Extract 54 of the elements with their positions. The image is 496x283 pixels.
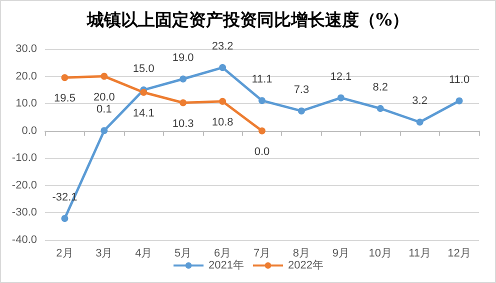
point [180, 76, 187, 83]
point [180, 99, 187, 106]
data-label: 19.0 [172, 52, 194, 64]
y-tick-label: -20.0 [12, 179, 37, 192]
data-label: 0.0 [254, 146, 270, 158]
legend-label: 2022年 [288, 260, 324, 272]
point [456, 97, 463, 104]
y-tick-label: 20.0 [16, 70, 37, 82]
x-tick-label: 11月 [408, 248, 432, 260]
data-label: 10.3 [172, 118, 194, 130]
y-tick-label: 30.0 [16, 43, 37, 55]
legend-label: 2021年 [208, 260, 244, 272]
point [100, 127, 108, 134]
x-tick-label: 8月 [292, 248, 310, 260]
x-tick-label: 10月 [368, 248, 392, 260]
x-tick-label: 9月 [332, 248, 350, 260]
x-tick-label: 4月 [135, 248, 152, 260]
point [140, 88, 148, 96]
x-tick-label: 3月 [96, 248, 113, 260]
x-tick-label: 12月 [448, 248, 471, 260]
y-tick-label: -10.0 [12, 152, 37, 164]
data-label: 12.1 [330, 70, 352, 83]
point [258, 127, 266, 134]
y-tick-label: 10.0 [16, 98, 37, 110]
point [61, 74, 68, 82]
data-label: 20.0 [93, 91, 115, 104]
y-tick-label: -40.0 [12, 234, 37, 246]
data-label: 14.1 [132, 107, 154, 120]
data-label: 19.5 [54, 92, 76, 105]
point [337, 94, 344, 102]
data-label: 11.1 [252, 74, 272, 86]
point [298, 107, 305, 114]
x-tick-label: 7月 [253, 248, 271, 260]
data-label: 0.1 [96, 104, 112, 116]
point [416, 118, 424, 126]
data-label: 8.2 [372, 81, 388, 94]
data-label: 7.3 [294, 84, 310, 96]
data-label: 10.8 [212, 116, 234, 128]
y-tick-label: 0.0 [22, 124, 37, 137]
chart-title: 城镇以上固定资产投资同比增长速度（%） [86, 10, 410, 30]
point [61, 214, 68, 222]
point [219, 64, 226, 72]
point [219, 98, 226, 105]
x-tick-label: 2月 [56, 248, 74, 260]
data-label: 11.0 [448, 74, 470, 86]
point [376, 104, 384, 112]
point [258, 97, 266, 104]
point [100, 72, 108, 80]
data-label: 3.2 [412, 95, 428, 108]
data-label: 23.2 [212, 40, 234, 53]
x-tick-label: 5月 [174, 248, 192, 260]
x-tick-label: 6月 [214, 248, 232, 260]
y-tick-label: -30.0 [12, 206, 37, 219]
data-label: 15.0 [132, 62, 154, 75]
